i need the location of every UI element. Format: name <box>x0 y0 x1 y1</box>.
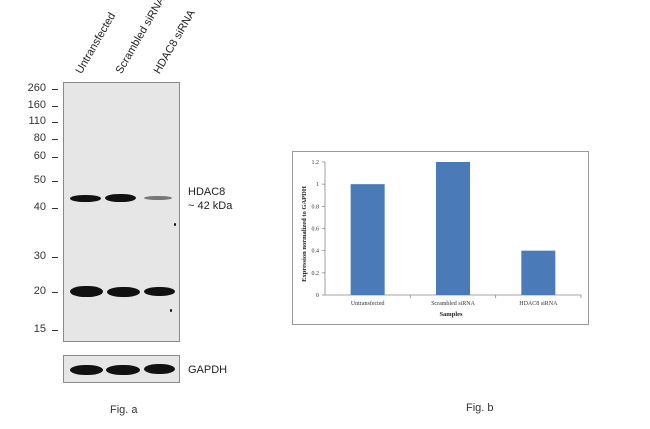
gapdh-band-hdac8-sirna <box>144 364 175 374</box>
mw-tick <box>52 257 58 258</box>
figure-b-caption: Fig. b <box>466 402 494 414</box>
mw-marker-80: 80 <box>33 132 46 144</box>
hdac8-band-scrambled <box>105 194 136 202</box>
y-tick-label: 0.8 <box>312 204 320 210</box>
mw-tick <box>52 122 58 123</box>
mw-tick <box>52 157 58 158</box>
lower-band-untransfected <box>70 286 103 297</box>
blot-gapdh-panel <box>63 355 180 383</box>
mw-marker-40: 40 <box>33 201 46 213</box>
lower-band-hdac8-sirna <box>144 287 175 296</box>
mw-marker-20: 20 <box>33 285 46 297</box>
mw-marker-110: 110 <box>28 115 46 127</box>
hdac8-label: HDAC8 <box>188 186 226 198</box>
hdac8-size-label: ~ 42 kDa <box>188 200 233 212</box>
lane-label-hdac8-sirna: HDAC8 siRNA <box>151 8 198 77</box>
hdac8-band-hdac8-sirna <box>144 196 172 200</box>
mw-marker-160: 160 <box>27 99 46 111</box>
y-axis-title: Expression normalized to GAPDH <box>301 186 308 282</box>
lane-label-untransfected: Untransfected <box>73 10 119 77</box>
lower-band-scrambled <box>107 287 140 297</box>
bar-untransfected <box>350 184 385 295</box>
gapdh-band-scrambled <box>106 365 140 375</box>
gapdh-label: GAPDH <box>188 364 228 376</box>
mw-tick <box>52 106 58 107</box>
blot-main-panel <box>63 82 180 342</box>
bar-chart: 0 0.2 0.4 0.6 0.8 1 1.2 Untransfected Scrambled… <box>301 160 582 318</box>
mw-marker-30: 30 <box>33 250 46 262</box>
bar-scrambled-sirna <box>436 162 470 295</box>
figure-a: Untransfected Scrambled siRNA HDAC8 siRN… <box>0 0 300 429</box>
mw-marker-50: 50 <box>33 174 46 186</box>
blot-speck <box>174 223 176 226</box>
x-tick-label: HDAC8 siRNA <box>519 301 558 307</box>
x-tick-label: Untransfected <box>351 300 385 307</box>
y-tick-label: 0.2 <box>312 271 320 277</box>
blot-speck <box>170 309 172 312</box>
mw-tick <box>52 330 58 331</box>
y-tick-label: 0 <box>316 293 319 299</box>
y-tick-label: 0.6 <box>312 227 320 233</box>
mw-marker-15: 15 <box>33 323 46 335</box>
mw-tick <box>52 208 58 209</box>
x-axis-title: Samples <box>439 311 463 318</box>
y-tick-label: 1 <box>316 182 319 188</box>
y-tick-label: 0.4 <box>312 249 320 255</box>
mw-marker-60: 60 <box>33 150 46 162</box>
mw-marker-260: 260 <box>27 82 46 94</box>
mw-tick <box>52 181 58 182</box>
y-tick-label: 1.2 <box>312 160 320 166</box>
x-tick-label: Scrambled siRNA <box>431 301 475 307</box>
chart-frame: 0 0.2 0.4 0.6 0.8 1 1.2 Untransfected Scrambled… <box>292 151 589 325</box>
hdac8-band-untransfected <box>70 195 101 202</box>
figure-a-caption: Fig. a <box>110 404 138 416</box>
mw-tick <box>52 139 58 140</box>
mw-tick <box>52 292 58 293</box>
mw-tick <box>52 89 58 90</box>
gapdh-band-untransfected <box>70 365 103 375</box>
bar-hdac8-sirna <box>521 250 556 295</box>
